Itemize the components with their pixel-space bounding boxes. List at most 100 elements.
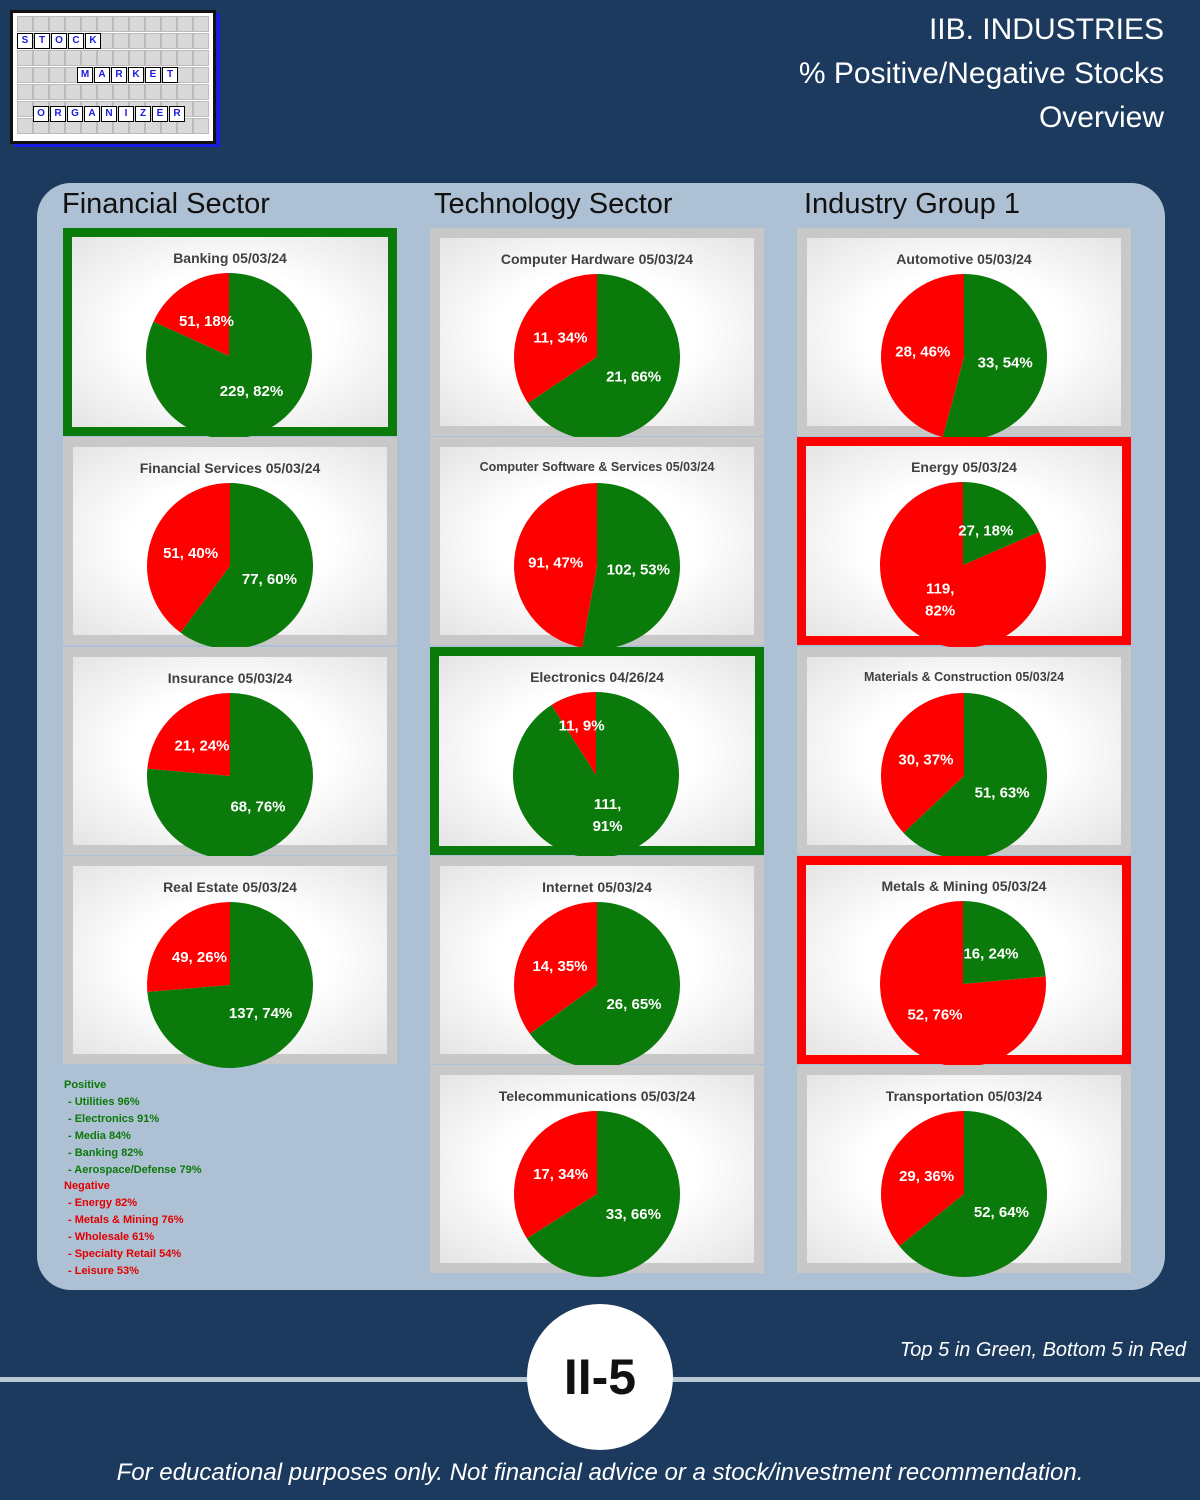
pie-chart-financial-services: 51, 40% 77, 60% [146,483,313,649]
logo-letter: K [128,67,144,83]
pie-label-positive: 102, 53% [607,562,670,579]
logo-tile [145,50,161,66]
pie-label-positive: 26, 65% [606,996,661,1013]
pie-label-positive: 16, 24% [963,945,1018,962]
logo-letter: R [50,106,66,122]
top-bottom-summary: Positive - Utilities 96% - Electronics 9… [64,1077,202,1280]
chart-card-computer-software-services: Computer Software & Services 05/03/24 91,… [430,437,764,649]
logo-letter: S [17,33,33,49]
logo-tile [193,84,209,100]
pie-chart-transportation: 29, 36% 52, 64% [881,1111,1048,1277]
pie-label-negative: 14, 35% [532,958,587,975]
pie-chart-banking: 51, 18% 229, 82% [145,273,312,439]
logo-tile [161,50,177,66]
logo-tile [193,16,209,32]
chart-card-materials-construction: Materials & Construction 05/03/24 30, 37%… [797,647,1131,859]
chart-card-energy: Energy 05/03/24 119, 82% 27, 18% [797,437,1131,648]
chart-title: Transportation 05/03/24 [885,1088,1043,1104]
column-heading-industry-group: Industry Group 1 [804,188,1020,220]
logo-letter: I [118,106,134,122]
logo-tile [177,67,193,83]
logo-tile [97,16,113,32]
logo-tile [81,16,97,32]
logo-tile [161,33,177,49]
pie-slice-positive [899,1111,1048,1277]
column-heading-financial: Financial Sector [62,188,270,220]
chart-area: Electronics 04/26/24 11, 9% 111, 91% [439,656,755,858]
logo-tile [49,50,65,66]
legend-note: Top 5 in Green, Bottom 5 in Red [899,1339,1186,1361]
pie-label-negative: 28, 46% [895,344,950,361]
logo-tile [113,33,129,49]
pie-slice-negative [514,483,597,648]
chart-card-computer-hardware: Computer Hardware 05/03/24 11, 34% 21, 66% [430,228,764,440]
logo-tile [97,50,113,66]
logo-tile [81,50,97,66]
logo-tile [33,50,49,66]
pie-label-negative: 51, 18% [179,313,234,330]
logo-tile [177,84,193,100]
logo-tile [17,50,33,66]
logo-tile [65,16,81,32]
pie-slice-negative [881,1111,964,1247]
pie-label-negative: 29, 36% [899,1168,954,1185]
negative-item: - Metals & Mining 76% [68,1214,184,1227]
chart-title: Banking 05/03/24 [173,250,287,266]
chart-card-telecommunications: Telecommunications 05/03/24 17, 34% 33, 66… [430,1065,764,1277]
chart-area: Automotive 05/03/24 28, 46% 33, 54% [807,238,1121,440]
logo-letter: G [67,106,83,122]
logo-letter: R [111,67,127,83]
pie-chart-telecommunications: 17, 34% 33, 66% [514,1111,681,1277]
pie-label-positive: 27, 18% [958,522,1013,539]
logo-letter: R [169,106,185,122]
column-heading-technology: Technology Sector [434,188,673,220]
title-line-3: Overview [1038,101,1164,134]
chart-card-electronics: Electronics 04/26/24 11, 9% 111, 91% [430,647,764,858]
chart-title: Electronics 04/26/24 [530,669,664,685]
logo-tile [193,33,209,49]
chart-area: Insurance 05/03/24 21, 24% 68, 76% [73,657,387,859]
pie-label-negative: 21, 24% [174,737,229,754]
logo-letter: Z [135,106,151,122]
logo-letter: O [51,33,67,49]
chart-title: Metals & Mining 05/03/24 [881,878,1047,894]
pie-slice-negative [514,274,597,404]
pie-slice-negative [146,483,230,633]
logo-tile [49,16,65,32]
pie-label-negative: 17, 34% [533,1166,588,1183]
logo-tile [49,67,65,83]
pie-chart-electronics: 11, 9% 111, 91% [513,692,680,858]
pie-label-negative: 91, 47% [528,554,583,571]
pie-label-positive: 229, 82% [220,383,283,400]
pie-slice-positive [529,902,680,1068]
pie-slice-negative [881,693,964,833]
pie-slice-positive [963,482,1040,565]
chart-area: Real Estate 05/03/24 49, 26% 137, 74% [73,866,387,1068]
pie-chart-materials-construction: 30, 37% 51, 63% [881,693,1048,859]
logo-letter: N [101,106,117,122]
positive-item: - Media 84% [68,1129,131,1142]
logo-tile [177,118,193,134]
positive-heading: Positive [64,1079,107,1091]
logo-letter: E [152,106,168,122]
chart-title: Automotive 05/03/24 [896,251,1032,267]
chart-card-real-estate: Real Estate 05/03/24 49, 26% 137, 74% [63,856,397,1068]
logo-tile [113,84,129,100]
logo-tile [81,84,97,100]
chart-area: Metals & Mining 05/03/24 52, 76% 16, 24% [806,865,1122,1067]
logo-tile [49,84,65,100]
negative-heading: Negative [64,1180,110,1193]
logo-tile [161,84,177,100]
logo-tile [145,16,161,32]
chart-area: Computer Software & Services 05/03/24 91,… [440,447,754,649]
logo-tile [129,33,145,49]
pie-slice-positive [903,693,1048,859]
pie-chart-automotive: 28, 46% 33, 54% [881,274,1048,440]
pie-label-positive: 111, 91% [593,796,623,835]
chart-title: Real Estate 05/03/24 [163,879,297,895]
pie-label-positive: 21, 66% [606,369,661,386]
pie-slice-positive [582,483,681,649]
pie-slice-positive [147,902,314,1068]
chart-card-banking: Banking 05/03/24 51, 18% 229, 82% [63,228,397,439]
